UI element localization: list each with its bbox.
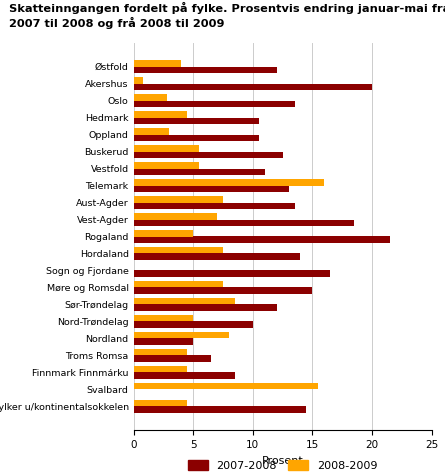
Bar (134, 305, 277, 311)
X-axis label: Prosent: Prosent (262, 455, 303, 466)
Bar (134, 281, 223, 288)
Bar (134, 94, 167, 101)
Bar (134, 213, 217, 219)
Bar (134, 67, 277, 73)
Bar (134, 168, 265, 175)
Bar (134, 322, 253, 328)
Bar (134, 135, 259, 141)
Bar (134, 315, 193, 322)
Bar (134, 77, 143, 84)
Bar (134, 151, 283, 158)
Bar (134, 366, 187, 372)
Bar (134, 298, 235, 305)
Bar (134, 111, 187, 118)
Bar (134, 271, 330, 277)
Bar (134, 219, 354, 226)
Bar (134, 118, 259, 124)
Bar (134, 332, 229, 338)
Bar (134, 372, 235, 379)
Bar (134, 247, 223, 254)
Bar (134, 179, 324, 185)
Bar (134, 196, 223, 202)
Bar (134, 128, 169, 135)
Bar (134, 254, 300, 260)
Legend: 2007-2008, 2008-2009: 2007-2008, 2008-2009 (183, 455, 382, 473)
Bar (134, 202, 295, 209)
Bar (134, 185, 288, 192)
Bar (134, 383, 318, 389)
Bar (134, 236, 390, 243)
Bar (134, 400, 187, 406)
Bar (134, 406, 307, 413)
Text: Skatteinngangen fordelt på fylke. Prosentvis endring januar-mai frå: Skatteinngangen fordelt på fylke. Prosen… (9, 2, 445, 15)
Bar (134, 162, 199, 168)
Bar (134, 101, 295, 107)
Bar (134, 60, 181, 67)
Bar (134, 355, 211, 362)
Bar (134, 288, 312, 294)
Text: 2007 til 2008 og frå 2008 til 2009: 2007 til 2008 og frå 2008 til 2009 (9, 17, 224, 29)
Bar (134, 145, 199, 151)
Bar (134, 84, 372, 90)
Bar (134, 338, 193, 345)
Bar (134, 349, 187, 355)
Bar (134, 230, 193, 236)
